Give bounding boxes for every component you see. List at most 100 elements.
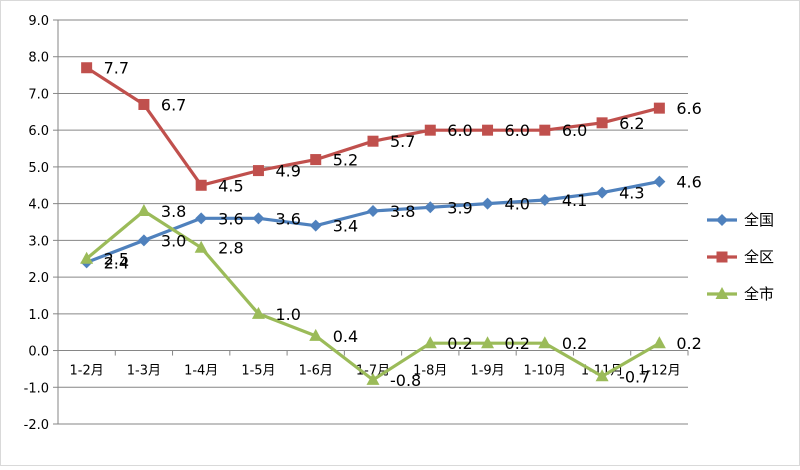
data-point	[596, 117, 608, 129]
data-label: 2.8	[218, 239, 243, 258]
data-label: 3.4	[333, 217, 358, 236]
data-label: 4.9	[275, 162, 300, 181]
data-point	[481, 336, 495, 349]
y-tick-label: 3.0	[28, 234, 49, 249]
data-point	[481, 197, 494, 210]
data-point	[309, 328, 323, 341]
data-label: 0.2	[562, 334, 587, 353]
data-point	[367, 135, 379, 147]
data-point	[80, 251, 94, 264]
data-point	[81, 62, 93, 74]
data-label: 2.5	[104, 250, 129, 269]
y-tick-label: 1.0	[28, 308, 49, 323]
data-point	[251, 306, 265, 319]
data-point	[367, 204, 379, 217]
series-3	[80, 203, 666, 385]
data-label: -0.7	[619, 367, 650, 386]
data-point	[538, 193, 551, 206]
data-point	[195, 179, 207, 191]
data-label: 1.0	[275, 305, 300, 324]
data-point	[310, 154, 322, 166]
y-tick-label: 6.0	[28, 124, 49, 139]
data-label: 6.7	[161, 95, 186, 114]
legend-entry: 全国	[707, 211, 774, 229]
data-label: 5.7	[390, 132, 415, 151]
data-label: 6.6	[676, 99, 701, 118]
data-point	[366, 372, 380, 385]
data-point	[423, 336, 437, 349]
data-point	[252, 212, 265, 225]
data-point	[424, 201, 437, 214]
data-label: 3.6	[275, 209, 300, 228]
axes: -2.0 -1.0 0.0 1.0 2.0 3.0 4.0 5.0 6.0 7.0 8.0 9.0 1-…	[24, 14, 689, 433]
data-label: 4.3	[619, 184, 644, 203]
data-point	[596, 186, 609, 199]
data-point	[194, 240, 208, 253]
data-label: 4.0	[505, 195, 530, 214]
x-tick-label: 1-2月	[70, 364, 104, 379]
legend-marker	[716, 214, 728, 226]
data-point	[137, 234, 150, 247]
data-point	[652, 336, 666, 349]
data-label: 5.2	[333, 151, 358, 170]
data-label: 3.0	[161, 231, 186, 250]
data-point	[538, 336, 552, 349]
series-1	[80, 175, 666, 269]
data-label: 4.1	[562, 191, 587, 210]
data-label: -0.8	[390, 371, 421, 390]
x-tick-label: 1-5月	[241, 364, 275, 379]
y-tick-label: 4.0	[28, 198, 49, 213]
y-tick-label: -2.0	[24, 418, 49, 433]
legend-label: 全市	[744, 285, 774, 303]
data-point	[252, 165, 264, 177]
y-tick-label: 9.0	[28, 14, 49, 29]
x-tick-label: 1-6月	[299, 364, 333, 379]
data-label: 0.2	[505, 334, 530, 353]
data-label: 4.6	[676, 173, 701, 192]
data-label: 0.2	[447, 334, 472, 353]
data-label: 3.6	[218, 209, 243, 228]
data-point	[539, 124, 551, 136]
x-tick-label: 1-12月	[638, 364, 681, 379]
data-label: 6.0	[562, 121, 587, 140]
legend-label: 全区	[744, 248, 774, 266]
x-tick-label: 1-9月	[470, 364, 504, 379]
legend-marker	[715, 287, 729, 299]
series-lines	[80, 62, 666, 385]
x-tick-label: 1-4月	[184, 364, 218, 379]
x-tick-label: 1-3月	[127, 364, 161, 379]
x-tick-label: 1-10月	[524, 364, 567, 379]
x-tick-label: 1-8月	[413, 364, 447, 379]
data-label: 6.0	[447, 121, 472, 140]
y-tick-label: -1.0	[24, 381, 49, 396]
data-label: 3.8	[161, 202, 186, 221]
y-tick-label: 5.0	[28, 161, 49, 176]
y-tick-label: 8.0	[28, 51, 49, 66]
data-point	[653, 175, 666, 188]
y-tick-label: 2.0	[28, 271, 49, 286]
data-point	[482, 124, 494, 136]
data-label: 3.9	[447, 198, 472, 217]
data-point	[653, 102, 665, 114]
data-label: 6.0	[505, 121, 530, 140]
data-label: 0.2	[676, 334, 701, 353]
data-label: 2.4	[104, 253, 129, 272]
legend-entry: 全区	[707, 248, 774, 266]
data-labels: 2.4 3.0 3.6 3.6 3.4 3.8 3.9 4.0 4.1 4.3 4.6 7.7 6.7 4…	[104, 59, 702, 390]
data-label: 6.2	[619, 114, 644, 133]
data-point	[424, 124, 436, 136]
y-tick-label: 0.0	[28, 345, 49, 360]
legend-entry: 全市	[707, 285, 774, 303]
y-tick-label: 7.0	[28, 87, 49, 102]
data-point	[309, 219, 322, 232]
data-label: 4.5	[218, 176, 243, 195]
data-point	[138, 98, 150, 110]
data-label: 0.4	[333, 327, 358, 346]
data-label: 7.7	[104, 59, 129, 78]
data-point	[195, 212, 208, 225]
legend-marker	[716, 251, 728, 263]
data-point	[595, 369, 609, 382]
